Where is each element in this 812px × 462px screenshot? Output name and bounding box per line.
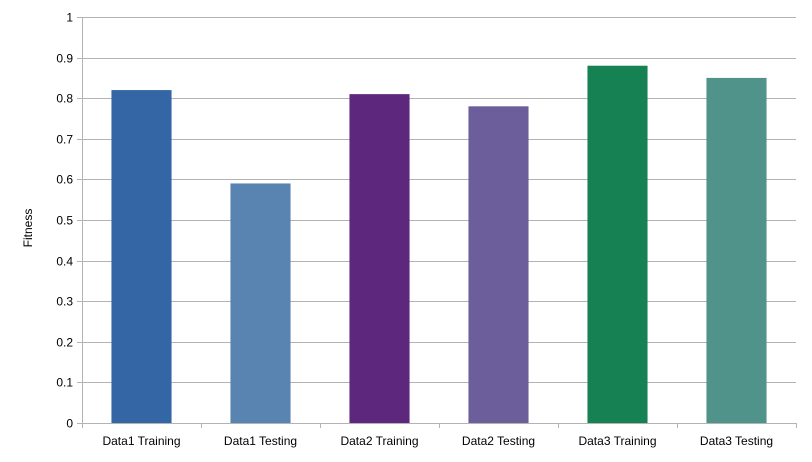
gridlines	[82, 17, 796, 424]
y-tick-label: 0	[66, 417, 73, 431]
bar-data2-training	[349, 94, 410, 423]
y-tick-label: 0.5	[56, 214, 73, 228]
bars	[111, 65, 767, 424]
x-tick-label: Data1 Training	[102, 434, 180, 448]
x-tick-label: Data2 Training	[340, 434, 418, 448]
x-tick-label: Data1 Testing	[224, 434, 297, 448]
y-tick-label: 1	[66, 11, 73, 25]
axes	[77, 17, 797, 428]
bar-data1-testing	[230, 183, 291, 423]
x-tick-label: Data3 Training	[578, 434, 656, 448]
bar-data3-training	[587, 65, 648, 423]
y-tick-labels: 0 0.1 0.2 0.3 0.4 0.5 0.6 0.7 0.8 0.9 1	[56, 11, 73, 431]
x-tick-label: Data2 Testing	[462, 434, 535, 448]
y-tick-label: 0.9	[56, 52, 73, 66]
bar-data1-training	[111, 90, 172, 423]
y-tick-label: 0.6	[56, 173, 73, 187]
y-tick-label: 0.3	[56, 295, 73, 309]
x-tick-labels: Data1 Training Data1 Testing Data2 Trainin…	[102, 434, 773, 448]
bar-data2-testing	[468, 106, 529, 423]
y-tick-label: 0.4	[56, 255, 73, 269]
y-tick-label: 0.8	[56, 92, 73, 106]
x-tick-label: Data3 Testing	[700, 434, 773, 448]
y-tick-label: 0.7	[56, 133, 73, 147]
y-axis-label: Fitness	[21, 209, 35, 248]
y-tick-label: 0.2	[56, 336, 73, 350]
y-tick-label: 0.1	[56, 376, 73, 390]
bar-data3-testing	[706, 77, 767, 424]
